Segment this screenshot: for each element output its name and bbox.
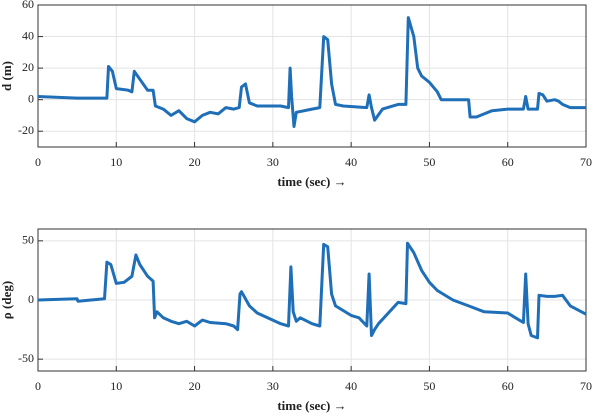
x-tick-label: 70 xyxy=(580,155,592,169)
y-tick-label: 60 xyxy=(22,0,34,11)
y-tick-label: 0 xyxy=(28,292,34,306)
y-tick-label: 0 xyxy=(28,91,34,105)
x-axis-label: time (sec) → xyxy=(277,174,346,189)
x-tick-label: 0 xyxy=(35,379,41,393)
x-tick-label: 50 xyxy=(423,379,435,393)
y-axis-label: ρ (deg) xyxy=(0,281,14,319)
data-line xyxy=(37,16,586,128)
x-tick-label: 50 xyxy=(423,155,435,169)
y-tick-label: 40 xyxy=(22,28,34,42)
axes-frame xyxy=(37,4,587,148)
x-tick-label: 0 xyxy=(35,155,41,169)
x-tick-label: 20 xyxy=(189,155,201,169)
y-tick-label: 50 xyxy=(22,233,34,247)
x-tick-label: 60 xyxy=(502,155,514,169)
x-tick-label: 20 xyxy=(189,379,201,393)
plot-area xyxy=(38,5,586,147)
y-tick-label: 20 xyxy=(22,60,34,74)
x-tick-label: 40 xyxy=(345,379,357,393)
x-axis-label: time (sec) → xyxy=(277,398,346,413)
x-tick-label: 30 xyxy=(267,155,279,169)
x-tick-label: 30 xyxy=(267,379,279,393)
x-tick-label: 10 xyxy=(110,155,122,169)
y-axis-label: d (m) xyxy=(0,61,14,91)
x-tick-label: 10 xyxy=(110,379,122,393)
x-tick-label: 40 xyxy=(345,155,357,169)
x-tick-label: 60 xyxy=(502,379,514,393)
x-tick-label: 70 xyxy=(580,379,592,393)
data-line xyxy=(37,241,587,340)
y-tick-label: -20 xyxy=(18,123,34,137)
y-tick-label: -50 xyxy=(18,351,34,365)
